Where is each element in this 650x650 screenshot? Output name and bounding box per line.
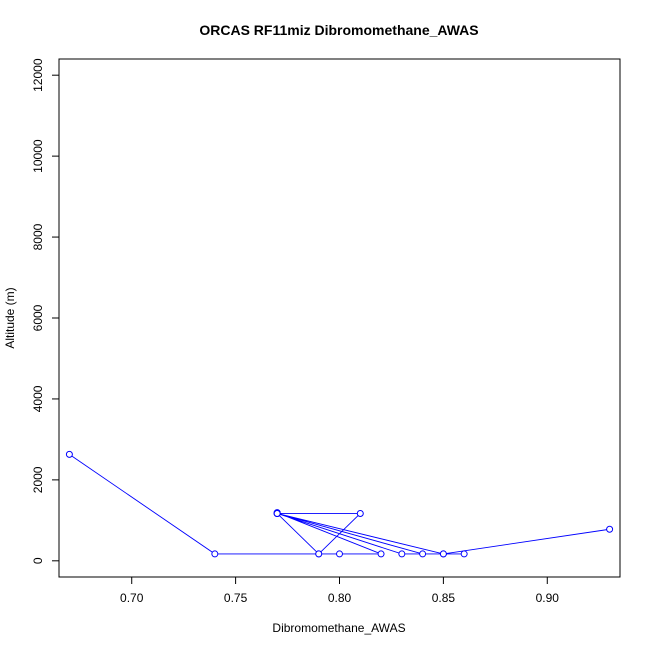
series-line [69,454,610,555]
y-tick-label: 8000 [31,223,45,250]
data-point [377,550,385,558]
data-point [606,525,614,533]
x-tick-label: 0.90 [536,591,560,605]
data-point [439,550,447,558]
y-tick-label: 10000 [31,139,45,173]
series-layer [65,450,614,558]
y-tick-label: 6000 [31,304,45,331]
y-axis: 0 2000 4000 6000 8000 10000 12000 [31,58,60,564]
x-tick-label: 0.85 [432,591,456,605]
data-point [211,550,219,558]
data-point [398,550,406,558]
chart-title: ORCAS RF11miz Dibromomethane_AWAS [199,22,478,38]
data-point [460,550,468,558]
x-axis-label: Dibromomethane_AWAS [272,621,405,635]
data-point [65,450,73,458]
data-point [336,550,343,558]
x-axis: 0.70 0.75 0.80 0.85 0.90 [120,576,560,605]
y-tick-label: 12000 [31,58,45,92]
x-tick-label: 0.70 [120,591,144,605]
y-axis-label: Altitude (m) [3,287,17,348]
plot-frame [58,58,621,578]
data-point [356,509,364,517]
y-tick-label: 0 [31,557,45,564]
data-point [419,550,427,558]
data-point [273,509,281,517]
x-tick-label: 0.75 [224,591,248,605]
x-tick-label: 0.80 [328,591,352,605]
data-point [315,550,323,558]
y-tick-label: 4000 [31,385,45,412]
y-tick-label: 2000 [31,466,45,493]
